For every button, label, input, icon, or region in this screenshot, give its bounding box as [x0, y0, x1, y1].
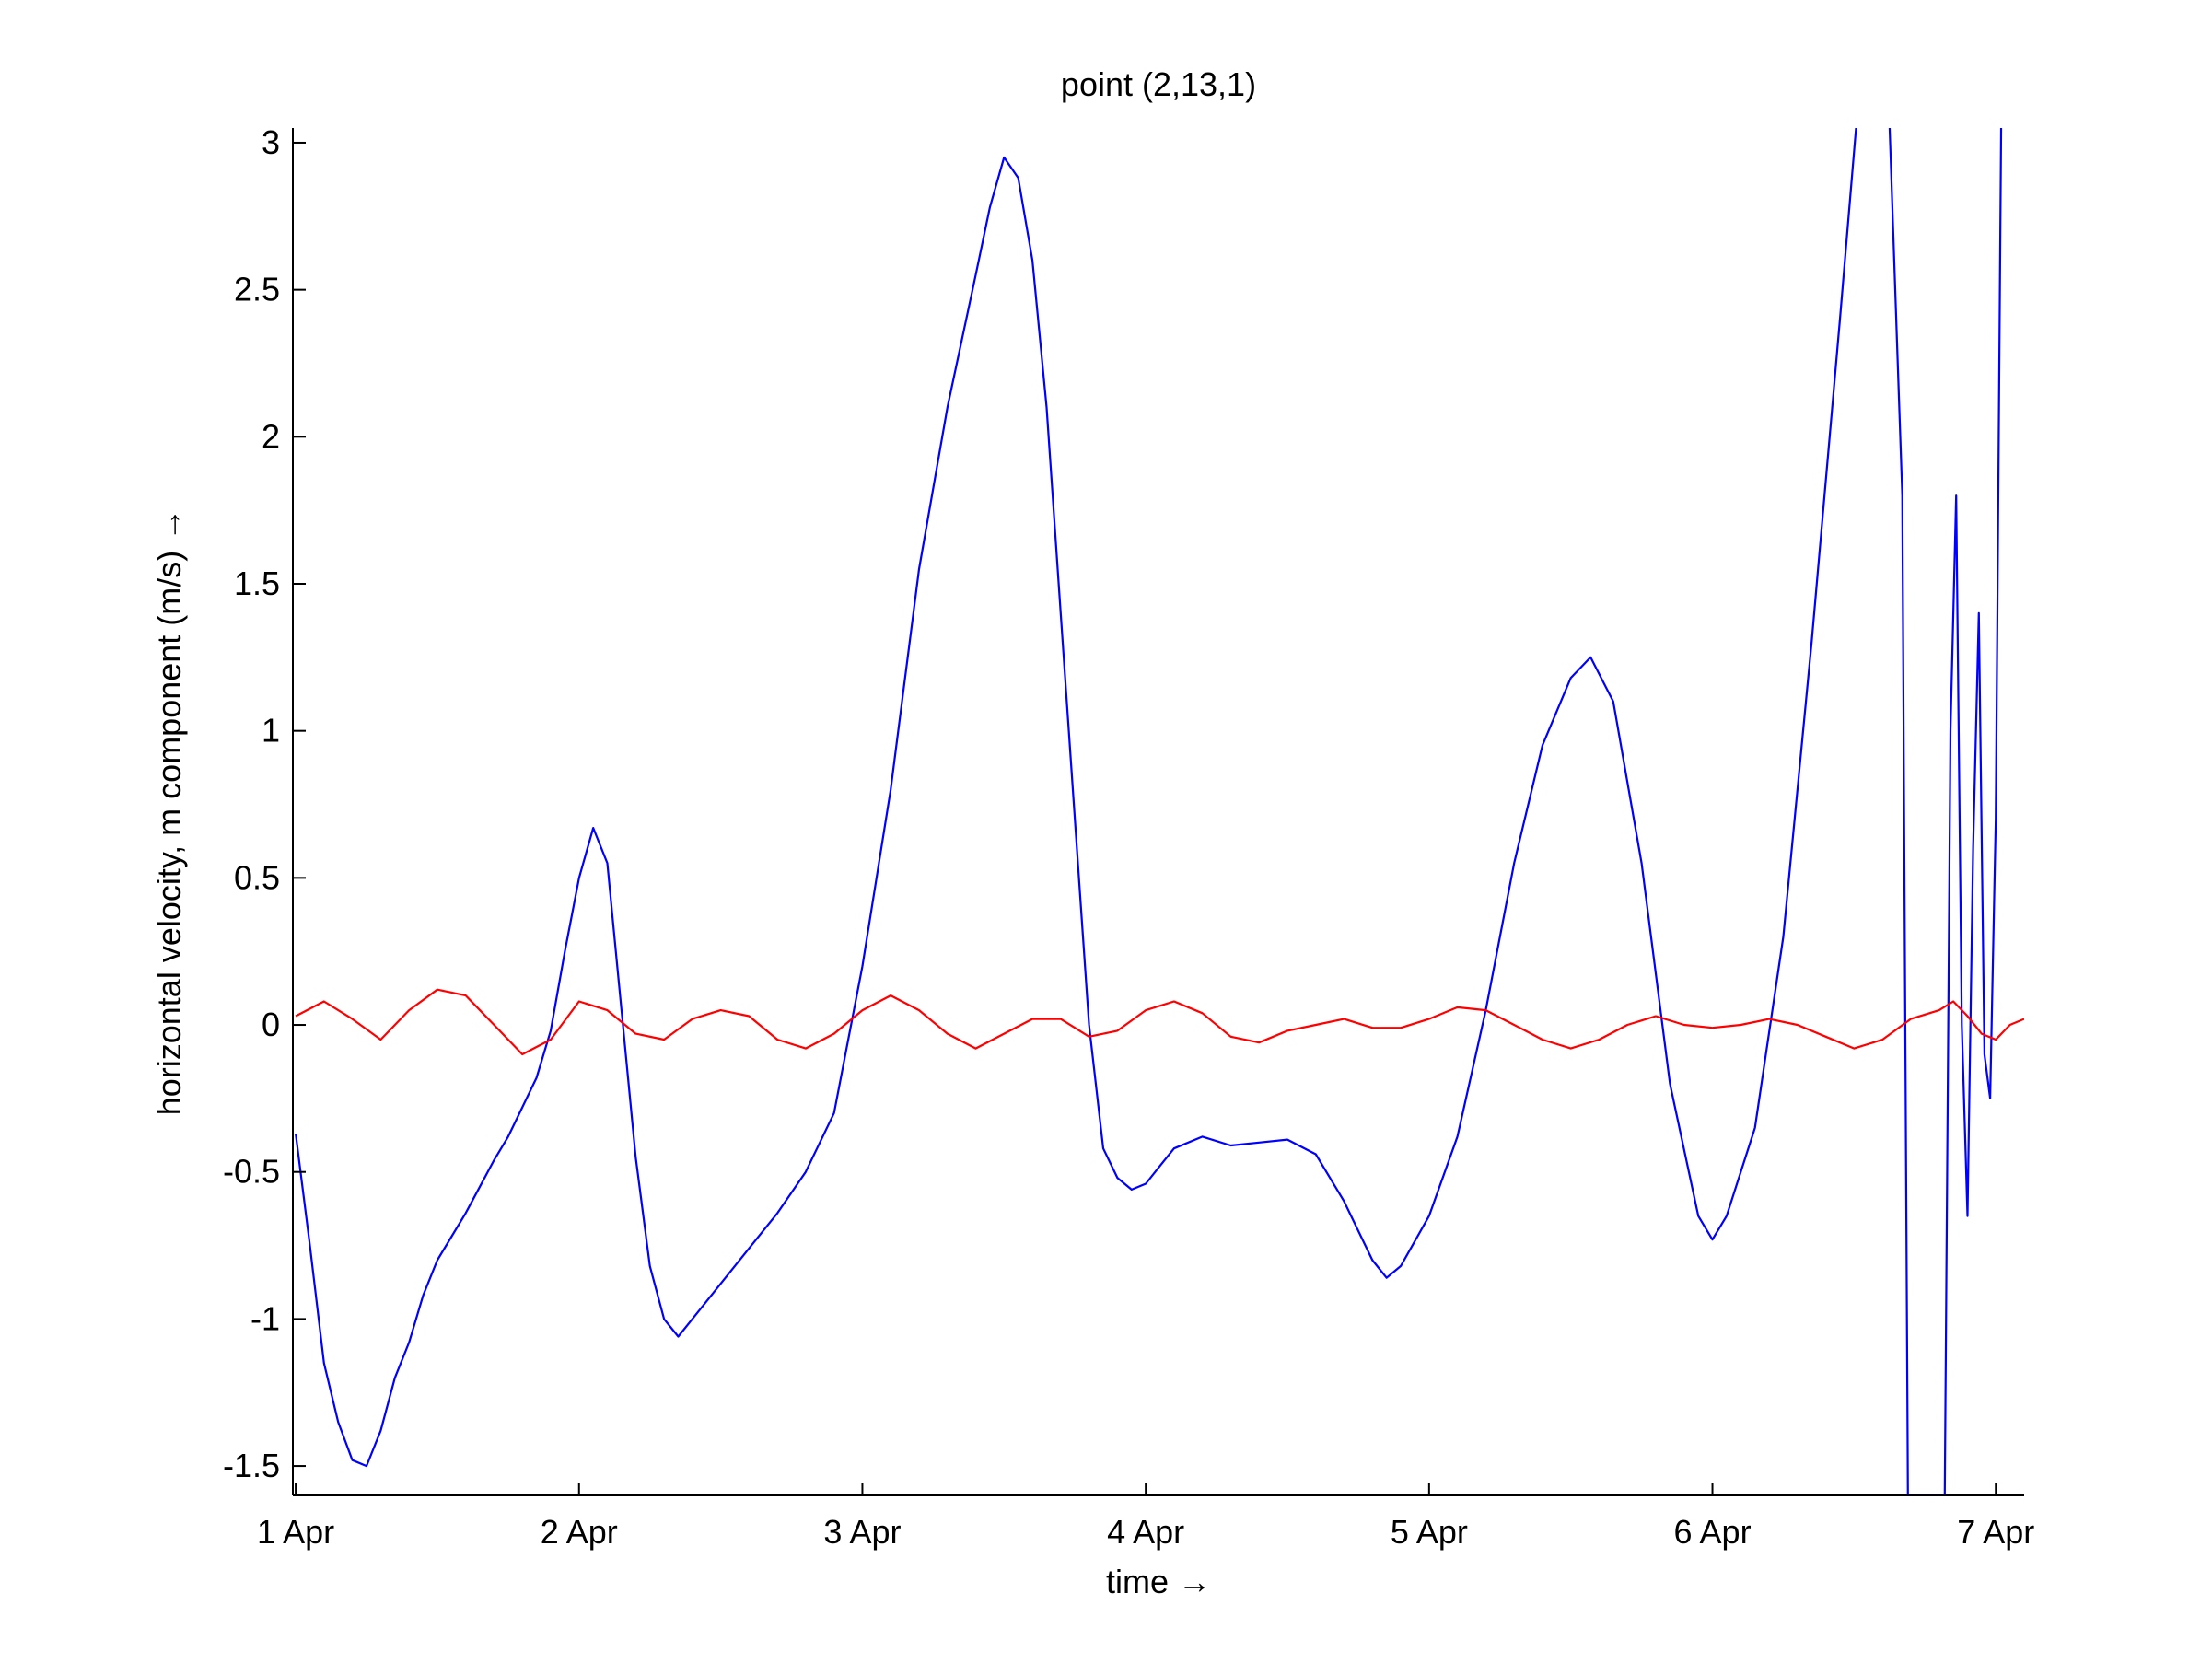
x-axis-label: time → — [1106, 1563, 1211, 1600]
plot-area-background — [293, 128, 2024, 1495]
y-axis-ticks: -1.5 -1 -0.5 0 0.5 1 1.5 2 2.5 3 — [223, 123, 306, 1484]
y-tick-label: 3 — [262, 123, 280, 161]
x-tick-label: 1 Apr — [257, 1513, 334, 1551]
x-tick-label: 2 Apr — [541, 1513, 618, 1551]
y-tick-label: -1.5 — [223, 1447, 280, 1484]
y-tick-label: 0 — [262, 1006, 280, 1043]
series-layer — [295, 128, 2024, 1495]
x-tick-label: 7 Apr — [1957, 1513, 2034, 1551]
x-tick-label: 5 Apr — [1391, 1513, 1468, 1551]
series-line-blue — [295, 128, 2003, 1495]
y-tick-label: 0.5 — [234, 858, 280, 896]
y-tick-label: 1.5 — [234, 564, 280, 602]
y-axis-label: horizontal velocity, m component (m/s) → — [150, 508, 188, 1116]
chart-title: point (2,13,1) — [1061, 65, 1256, 103]
y-tick-label: -0.5 — [223, 1153, 280, 1191]
y-tick-label: 1 — [262, 712, 280, 750]
axes — [292, 128, 2024, 1496]
x-tick-label: 6 Apr — [1674, 1513, 1752, 1551]
x-axis-ticks: 1 Apr 2 Apr 3 Apr 4 Apr 5 Apr 6 Apr 7 Apr — [257, 1483, 2034, 1551]
x-tick-label: 3 Apr — [823, 1513, 901, 1551]
x-tick-label: 4 Apr — [1107, 1513, 1184, 1551]
y-tick-label: 2 — [262, 417, 280, 455]
series-line-red — [295, 988, 2024, 1056]
y-tick-label: 2.5 — [234, 271, 280, 308]
y-tick-label: -1 — [250, 1299, 280, 1337]
